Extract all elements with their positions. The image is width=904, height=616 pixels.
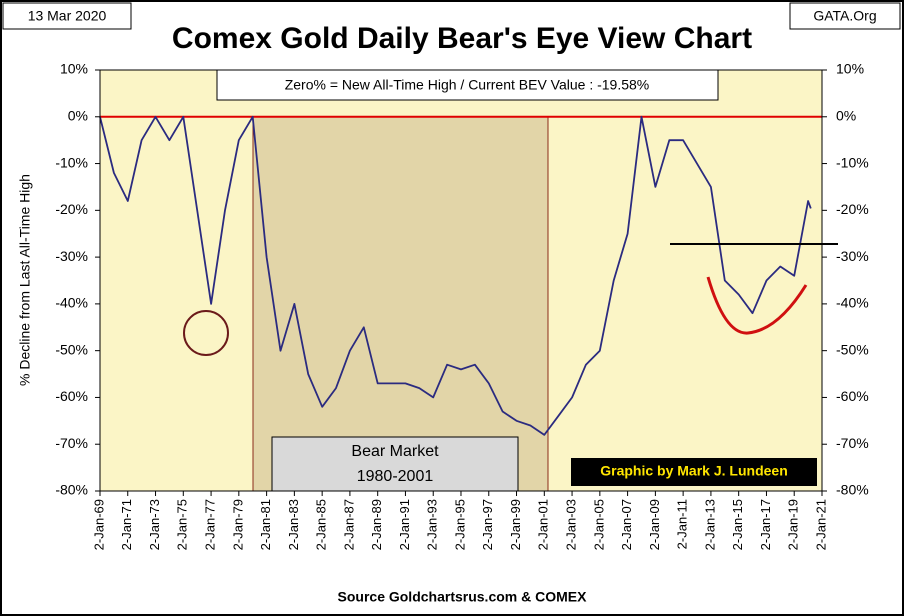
x-tick-label: 2-Jan-01 [536, 499, 551, 550]
y2-tick-label: -40% [836, 295, 869, 311]
bottom-curve [706, 276, 808, 335]
credit-box [571, 458, 817, 486]
data-line [99, 115, 812, 436]
x-tick-label: 2-Jan-85 [314, 499, 329, 550]
x-tick-label: 2-Jan-11 [675, 499, 690, 549]
x-tick-label: 2-Jan-03 [563, 499, 578, 550]
bear-market-box [271, 436, 519, 492]
source-tag: GATA.Org [813, 8, 876, 24]
y2-tick-label: -10% [836, 154, 869, 170]
x-tick-label: 2-Jan-97 [480, 499, 495, 550]
y2-tick-label: 10% [836, 61, 864, 77]
source-tag-box [789, 2, 901, 30]
x-tick-label: 2-Jan-91 [397, 499, 412, 550]
x-tick-label: 2-Jan-71 [119, 499, 134, 550]
x-tick-label: 2-Jan-17 [758, 499, 773, 550]
credit: Graphic by Mark J. Lundeen [600, 463, 788, 479]
y2-tick-label: -80% [836, 482, 869, 498]
y-tick-label: -30% [55, 248, 88, 264]
annotation: Bear Market [351, 443, 439, 460]
y2-tick-label: 0% [836, 107, 856, 123]
x-tick-label: 2-Jan-89 [369, 499, 384, 550]
x-tick-label: 2-Jan-87 [341, 499, 356, 550]
source: Source Goldchartsrus.com & COMEX [338, 589, 588, 605]
x-tick-label: 2-Jan-21 [813, 499, 828, 550]
y-tick-label: -60% [55, 388, 88, 404]
x-tick-label: 2-Jan-73 [147, 499, 162, 550]
x-tick-label: 2-Jan-79 [230, 499, 245, 550]
y2-tick-label: -70% [836, 435, 869, 451]
y2-tick-label: -50% [836, 341, 869, 357]
y-tick-label: 10% [60, 61, 88, 77]
chart-title: Comex Gold Daily Bear's Eye View Chart [172, 22, 752, 55]
y2-tick-label: -60% [836, 388, 869, 404]
y-tick-label: -10% [55, 154, 88, 170]
x-tick-label: 2-Jan-99 [508, 499, 523, 550]
x-tick-label: 2-Jan-75 [175, 499, 190, 550]
x-tick-label: 2-Jan-83 [286, 499, 301, 550]
date-box [2, 2, 132, 30]
annotation: 1980-2001 [357, 468, 434, 485]
x-tick-label: 2-Jan-19 [786, 499, 801, 550]
date-label: 13 Mar 2020 [28, 8, 107, 24]
y-tick-label: -50% [55, 341, 88, 357]
x-tick-label: 2-Jan-15 [730, 499, 745, 550]
y-tick-label: -20% [55, 201, 88, 217]
bear-market-band [252, 116, 549, 492]
x-tick-label: 2-Jan-77 [203, 499, 218, 550]
y-axis-label: % Decline from Last All-Time High [17, 174, 33, 386]
x-tick-label: 2-Jan-07 [619, 499, 634, 550]
y-tick-label: -80% [55, 482, 88, 498]
x-tick-label: 2-Jan-93 [425, 499, 440, 550]
x-tick-label: 2-Jan-13 [702, 499, 717, 550]
y2-tick-label: -30% [836, 248, 869, 264]
x-tick-label: 2-Jan-81 [258, 499, 273, 550]
x-tick-label: 2-Jan-09 [647, 499, 662, 550]
subtitle-box [216, 69, 719, 101]
y-tick-label: 0% [68, 107, 88, 123]
y-tick-label: -70% [55, 435, 88, 451]
x-tick-label: 2-Jan-05 [591, 499, 606, 550]
subtitle: Zero% = New All-Time High / Current BEV … [285, 77, 650, 93]
y-tick-label: -40% [55, 295, 88, 311]
y2-tick-label: -20% [836, 201, 869, 217]
circle-annotation [183, 310, 229, 356]
x-tick-label: 2-Jan-95 [452, 499, 467, 550]
x-tick-label: 2-Jan-69 [91, 499, 106, 550]
